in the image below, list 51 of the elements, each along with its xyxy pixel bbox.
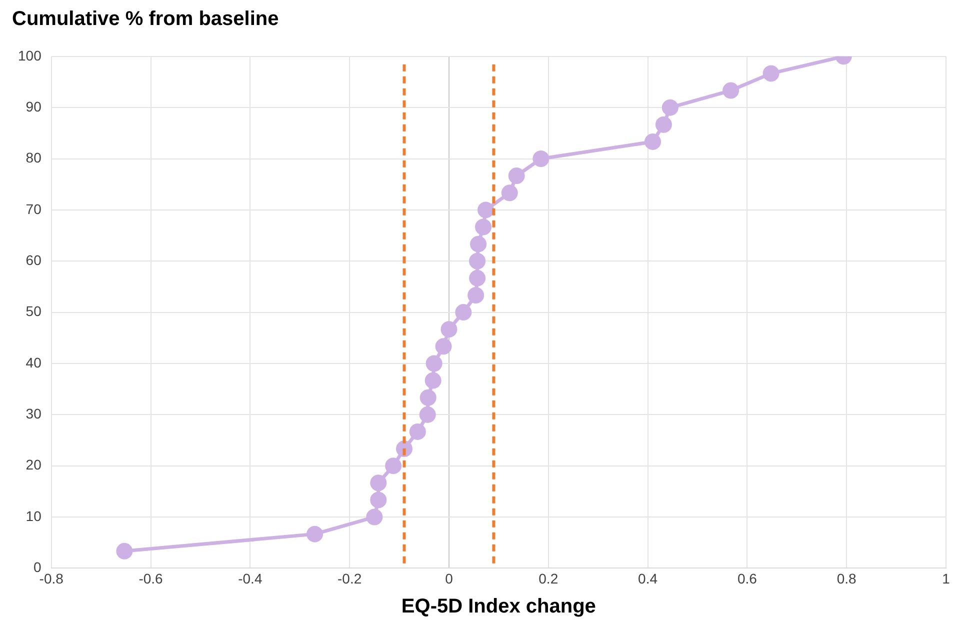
point — [116, 542, 133, 560]
point — [366, 508, 383, 526]
point — [532, 150, 550, 168]
y-tick-label: 60 — [26, 252, 42, 268]
x-tick-label: -0.2 — [338, 570, 362, 586]
y-tick-label: 40 — [26, 354, 42, 370]
y-tick-label: 50 — [26, 303, 42, 320]
y-tick-label: 30 — [26, 406, 42, 422]
x-tick-label: 0.2 — [538, 570, 558, 586]
y-axis-title: Cumulative % from baseline — [12, 8, 280, 32]
x-tick-label: 0 — [445, 570, 454, 586]
point — [762, 65, 780, 82]
point — [644, 133, 662, 150]
point — [419, 406, 436, 423]
point — [426, 355, 442, 372]
point — [424, 372, 442, 389]
y-tick-label: 20 — [26, 456, 42, 473]
point — [370, 492, 387, 508]
x-tick-label: -0.8 — [39, 570, 64, 586]
point — [722, 82, 740, 99]
point — [306, 526, 324, 542]
x-tick-label: 0.6 — [737, 570, 758, 586]
point — [662, 99, 678, 116]
point — [468, 287, 484, 304]
point — [409, 423, 426, 440]
y-tick-label: 10 — [26, 508, 42, 524]
x-tick-label: -0.4 — [238, 570, 262, 586]
point — [469, 270, 486, 286]
x-axis-title: EQ-5D Index change — [401, 596, 596, 618]
x-tick-label: 0.8 — [836, 570, 857, 586]
y-tick-label: 100 — [18, 47, 42, 64]
x-tick-label: 1 — [942, 570, 950, 586]
point — [470, 236, 487, 252]
y-tick-label: 90 — [26, 98, 42, 114]
point — [420, 389, 436, 406]
x-tick-label: 0.4 — [638, 570, 658, 586]
point — [370, 474, 387, 492]
point — [501, 184, 518, 202]
point — [478, 202, 494, 218]
point — [455, 304, 472, 321]
point — [385, 458, 402, 474]
x-tick-label: -0.6 — [138, 570, 164, 586]
point — [655, 116, 672, 133]
point — [508, 168, 525, 184]
y-tick-label: 80 — [26, 150, 42, 166]
point — [475, 218, 492, 236]
y-tick-label: 70 — [26, 200, 42, 217]
point — [435, 338, 452, 355]
point — [469, 252, 486, 270]
point — [440, 321, 458, 338]
y-tick-label: 0 — [34, 559, 42, 576]
